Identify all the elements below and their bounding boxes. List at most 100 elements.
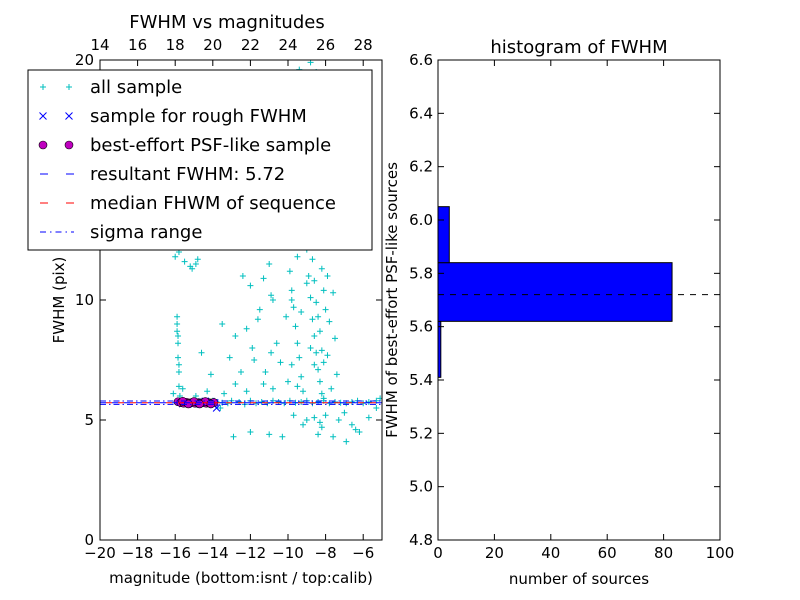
y-tick-label: 6.2: [409, 158, 433, 176]
all-sample-point: [343, 438, 350, 445]
x-tick-label: −18: [122, 544, 154, 562]
x-tick-label: 40: [541, 544, 560, 562]
all-sample-point: [254, 316, 261, 323]
all-sample-point: [303, 280, 310, 287]
scatter-ticks: −20 −18 −16 −14 −12 −10 −8 −6 14 16 18 20 22 24 26 28 0 5…: [75, 36, 382, 562]
all-sample-point: [174, 328, 181, 335]
histogram-title: histogram of FWHM: [490, 37, 667, 58]
all-sample-point: [303, 417, 310, 423]
all-sample-point: [179, 385, 186, 392]
histogram-panel: 0 20 40 60 80 100 4.8 5.0 5.2 5.4 5.6 5.8 6.0 6.2 6.4 6…: [383, 37, 734, 588]
legend-entry: all sample: [40, 77, 182, 98]
all-sample-point: [175, 369, 182, 375]
all-sample-point: [258, 399, 265, 405]
all-sample-point: [324, 352, 331, 359]
x-tick-label: −8: [315, 544, 337, 562]
histogram-bar: [438, 206, 450, 264]
all-sample-point: [324, 273, 331, 279]
legend-marker: [64, 140, 74, 150]
all-sample-point: [181, 258, 188, 265]
all-sample-point: [330, 289, 337, 296]
y-tick-label: 5.0: [409, 478, 433, 496]
all-sample-point: [266, 261, 273, 267]
all-sample-point: [311, 361, 318, 368]
y-tick-label: 5.4: [409, 371, 433, 389]
y-tick-label: 6.4: [409, 104, 433, 122]
all-sample-point: [315, 313, 322, 320]
scatter-x-label: magnitude (bottom:isnt / top:calib): [109, 569, 373, 587]
all-sample-point: [174, 313, 181, 320]
all-sample-point: [318, 265, 325, 272]
all-sample-point: [296, 354, 303, 361]
all-sample-point: [315, 366, 322, 373]
legend-label: sigma range: [90, 222, 202, 243]
all-sample-point: [288, 297, 295, 303]
x-tick-label: −6: [352, 544, 374, 562]
legend-label: best-effort PSF-like sample: [90, 135, 331, 156]
all-sample-point: [320, 287, 327, 294]
all-sample-point: [251, 357, 258, 363]
all-sample-point: [311, 414, 318, 421]
x-tick-label: 60: [598, 544, 617, 562]
all-sample-point: [260, 275, 267, 282]
all-sample-point: [207, 371, 214, 378]
all-sample-point: [256, 306, 263, 313]
all-sample-point: [219, 321, 226, 327]
all-sample-point: [313, 349, 320, 356]
legend-label: median FHWM of sequence: [90, 193, 336, 214]
top-x-tick-label: 14: [90, 36, 109, 54]
all-sample-point: [286, 268, 293, 275]
all-sample-point: [232, 381, 239, 387]
legend-marker: [65, 112, 73, 120]
all-sample-point: [316, 378, 323, 385]
all-sample-point: [221, 390, 228, 397]
top-x-tick-label: 28: [354, 36, 373, 54]
y-tick-label: 10: [75, 291, 94, 309]
histogram-ticks: 0 20 40 60 80 100 4.8 5.0 5.2 5.4 5.6 5.8 6.0 6.2 6.4 6…: [409, 51, 734, 562]
all-sample-point: [204, 388, 211, 395]
scatter-y-label: FWHM (pix): [50, 257, 68, 344]
all-sample-point: [288, 361, 295, 368]
all-sample-point: [322, 412, 329, 419]
top-x-tick-label: 20: [203, 36, 222, 54]
all-sample-point: [318, 390, 325, 397]
all-sample-point: [322, 306, 329, 313]
legend-marker: [39, 112, 47, 120]
legend-marker: [66, 84, 72, 90]
histogram-bar: [438, 262, 673, 322]
all-sample-point: [243, 388, 250, 395]
all-sample-point: [300, 388, 307, 395]
all-sample-point: [175, 340, 182, 347]
legend-entry: median FHWM of sequence: [40, 193, 336, 214]
all-sample-point: [313, 299, 320, 306]
scatter-title: FWHM vs magnitudes: [129, 12, 324, 33]
all-sample-point: [192, 261, 199, 267]
x-tick-label: 80: [654, 544, 673, 562]
x-tick-label: 100: [706, 544, 735, 562]
x-tick-label: −16: [159, 544, 191, 562]
all-sample-point: [365, 414, 372, 421]
all-sample-point: [247, 429, 254, 435]
all-sample-point: [333, 371, 340, 378]
top-x-tick-label: 16: [128, 36, 147, 54]
all-sample-point: [305, 273, 312, 279]
all-sample-point: [189, 265, 196, 272]
all-sample-point: [294, 253, 301, 260]
legend-marker: [40, 84, 46, 90]
all-sample-point: [266, 431, 273, 438]
top-x-tick-label: 26: [316, 36, 335, 54]
all-sample-point: [290, 412, 297, 419]
y-tick-label: 4.8: [409, 531, 433, 549]
legend-label: resultant FWHM: 5.72: [90, 164, 285, 185]
all-sample-point: [328, 385, 335, 392]
y-tick-label: 6.6: [409, 51, 433, 69]
all-sample-point: [273, 340, 280, 347]
all-sample-point: [300, 421, 307, 428]
all-sample-point: [230, 433, 237, 440]
legend-box: [27, 69, 373, 251]
y-tick-label: 20: [75, 51, 94, 69]
all-sample-point: [247, 282, 254, 289]
all-sample-point: [217, 405, 224, 411]
all-sample-point: [341, 409, 348, 416]
